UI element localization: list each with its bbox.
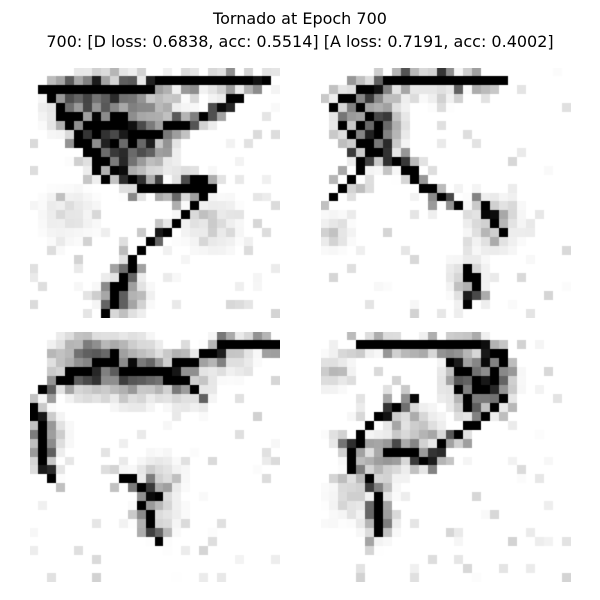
- figure-subtitle-metrics: 700: [D loss: 0.6838, acc: 0.5514] [A lo…: [46, 32, 554, 51]
- sample-image-top-right: [321, 68, 571, 318]
- sample-image-bottom-right: [321, 332, 571, 582]
- figure-title: Tornado at Epoch 700: [213, 9, 387, 28]
- sample-image-top-left: [30, 68, 280, 318]
- sample-image-bottom-left: [30, 332, 280, 582]
